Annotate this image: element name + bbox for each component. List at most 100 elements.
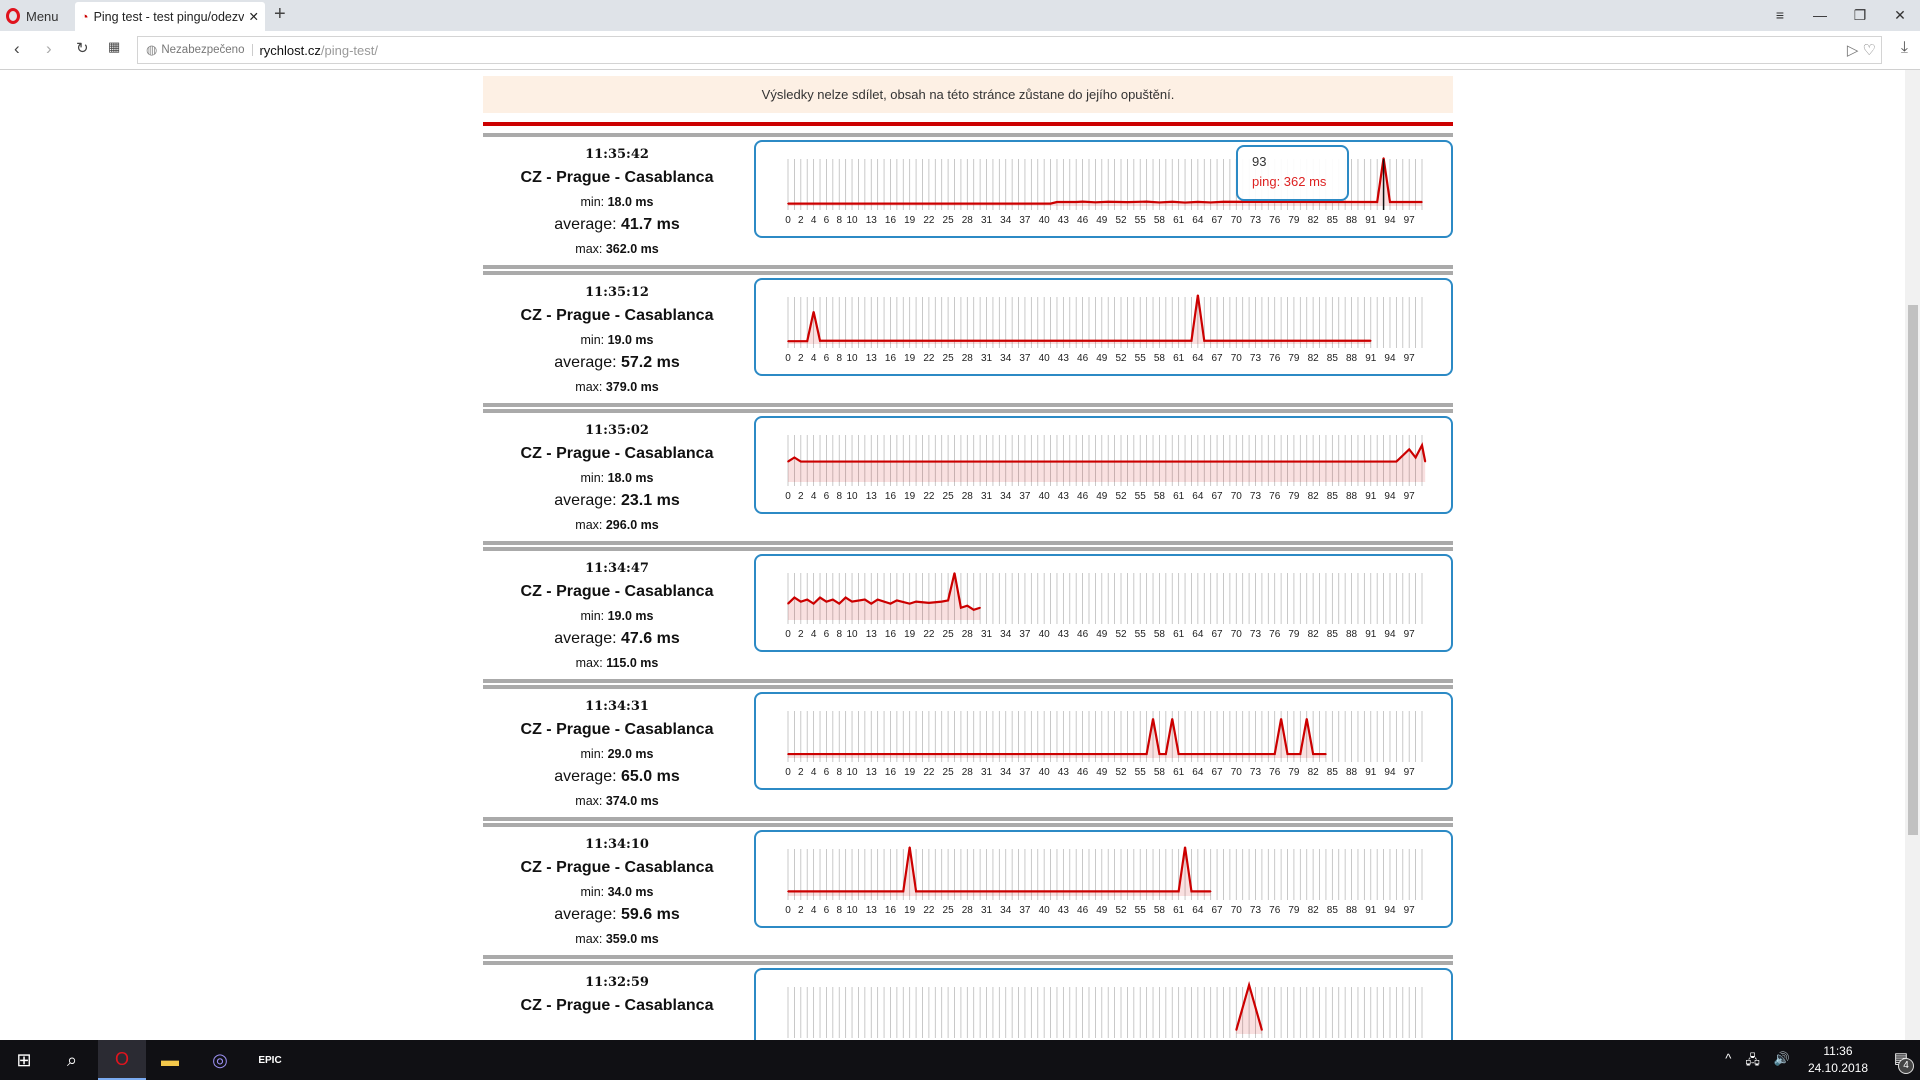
- divider: [483, 265, 1453, 269]
- ping-result: 11:34:31 CZ - Prague - Casablanca min: 2…: [483, 689, 1453, 808]
- divider: [483, 955, 1453, 959]
- x-tick-label: 40: [1039, 905, 1051, 916]
- opera-logo-icon: [6, 8, 20, 24]
- network-icon[interactable]: 🖧: [1745, 1052, 1760, 1067]
- x-tick-label: 73: [1250, 767, 1262, 778]
- tray-chevron-icon[interactable]: ^: [1725, 1051, 1732, 1066]
- new-tab-button[interactable]: +: [274, 3, 286, 25]
- average-value: 59.6 ms: [621, 906, 680, 923]
- tab-menu-icon[interactable]: ≡: [1775, 7, 1785, 23]
- min-label: min:: [580, 333, 608, 347]
- data-point: [966, 604, 969, 607]
- volume-icon[interactable]: 🔊: [1773, 1051, 1790, 1066]
- download-icon[interactable]: ⤓: [1900, 39, 1908, 56]
- x-tick-label: 91: [1365, 767, 1377, 778]
- taskbar-app[interactable]: ◎: [212, 1049, 228, 1070]
- x-tick-label: 43: [1058, 629, 1070, 640]
- data-point: [972, 608, 975, 611]
- taskbar-opera[interactable]: O: [98, 1040, 146, 1080]
- minimize-button[interactable]: —: [1813, 7, 1827, 23]
- x-tick-label: 55: [1135, 491, 1147, 502]
- speed-dial-icon[interactable]: ▦: [108, 39, 121, 54]
- x-tick-label: 34: [1000, 629, 1012, 640]
- result-max: max: 379.0 ms: [483, 380, 751, 394]
- x-tick-label: 40: [1039, 215, 1051, 226]
- data-point: [1197, 294, 1199, 296]
- max-value: 374.0 ms: [605, 794, 659, 808]
- data-point: [1286, 753, 1289, 755]
- x-tick-label: 34: [1000, 905, 1012, 916]
- ping-result: 11:35:12 CZ - Prague - Casablanca min: 1…: [483, 275, 1453, 394]
- taskbar-epic-games[interactable]: EPIC: [258, 1054, 282, 1066]
- x-tick-label: 10: [846, 629, 858, 640]
- url-input[interactable]: ◍ Nezabezpečeno rychlost.cz/ping-test/: [137, 36, 1882, 64]
- opera-menu-button[interactable]: Menu: [6, 4, 59, 28]
- x-tick-label: 34: [1000, 491, 1012, 502]
- x-tick-label: 91: [1365, 215, 1377, 226]
- x-tick-label: 16: [885, 353, 897, 364]
- x-tick-label: 76: [1269, 905, 1281, 916]
- data-point: [979, 606, 981, 609]
- x-tick-label: 49: [1096, 215, 1108, 226]
- result-title: CZ - Prague - Casablanca: [520, 445, 714, 462]
- start-button[interactable]: ⊞: [16, 1049, 32, 1070]
- x-tick-label: 73: [1250, 905, 1262, 916]
- series-area: [788, 573, 981, 620]
- x-tick-label: 46: [1077, 905, 1089, 916]
- x-tick-label: 61: [1173, 767, 1185, 778]
- x-tick-label: 13: [866, 215, 878, 226]
- x-tick-label: 88: [1346, 629, 1358, 640]
- x-tick-label: 43: [1058, 491, 1070, 502]
- series-area: [1236, 985, 1262, 1034]
- x-tick-label: 52: [1115, 353, 1127, 364]
- scrollbar[interactable]: [1905, 70, 1920, 1040]
- data-point: [787, 202, 789, 205]
- x-tick-label: 13: [866, 767, 878, 778]
- clock[interactable]: 11:36 24.10.2018: [1808, 1043, 1868, 1077]
- back-button[interactable]: ‹: [14, 39, 20, 58]
- security-label[interactable]: Nezabezpečeno: [157, 44, 254, 56]
- reload-button[interactable]: ↻: [76, 40, 89, 57]
- x-tick-label: 2: [798, 629, 804, 640]
- forward-button[interactable]: ›: [46, 39, 52, 58]
- x-tick-label: 79: [1288, 215, 1300, 226]
- x-tick-label: 2: [798, 215, 804, 226]
- max-label: max:: [575, 242, 606, 256]
- send-heart-icons[interactable]: ▷ ♡: [1846, 42, 1876, 59]
- x-tick-label: 37: [1019, 215, 1031, 226]
- search-button[interactable]: ⌕: [66, 1049, 78, 1070]
- data-point: [838, 602, 841, 605]
- x-tick-label: 46: [1077, 353, 1089, 364]
- data-point: [1273, 753, 1276, 755]
- result-time: 11:34:10: [585, 837, 649, 852]
- data-point: [1261, 1029, 1263, 1031]
- close-tab-icon[interactable]: ✕: [248, 10, 259, 24]
- data-point: [1203, 339, 1206, 342]
- data-point: [1145, 753, 1148, 755]
- ping-series-line: [788, 294, 1371, 343]
- taskbar-explorer[interactable]: ▬: [161, 1049, 179, 1070]
- x-tick-label: 43: [1058, 353, 1070, 364]
- x-tick-label: 73: [1250, 491, 1262, 502]
- result-title: CZ - Prague - Casablanca: [520, 859, 714, 876]
- result-title: CZ - Prague - Casablanca: [520, 307, 714, 324]
- x-tick-label: 82: [1308, 905, 1320, 916]
- x-tick-label: 73: [1250, 629, 1262, 640]
- result-time: 11:34:31: [585, 699, 649, 714]
- restore-button[interactable]: ❐: [1853, 6, 1867, 23]
- scrollbar-thumb[interactable]: [1908, 305, 1918, 835]
- tab-ping-test[interactable]: ◔ Ping test - test pingu/odezvy ✕: [75, 2, 265, 31]
- close-window-button[interactable]: ✕: [1894, 6, 1906, 23]
- result-time: 11:32:59: [585, 975, 649, 990]
- data-point: [908, 602, 911, 605]
- x-tick-label: 58: [1154, 353, 1166, 364]
- x-tick-label: 85: [1327, 905, 1339, 916]
- x-tick-label: 85: [1327, 767, 1339, 778]
